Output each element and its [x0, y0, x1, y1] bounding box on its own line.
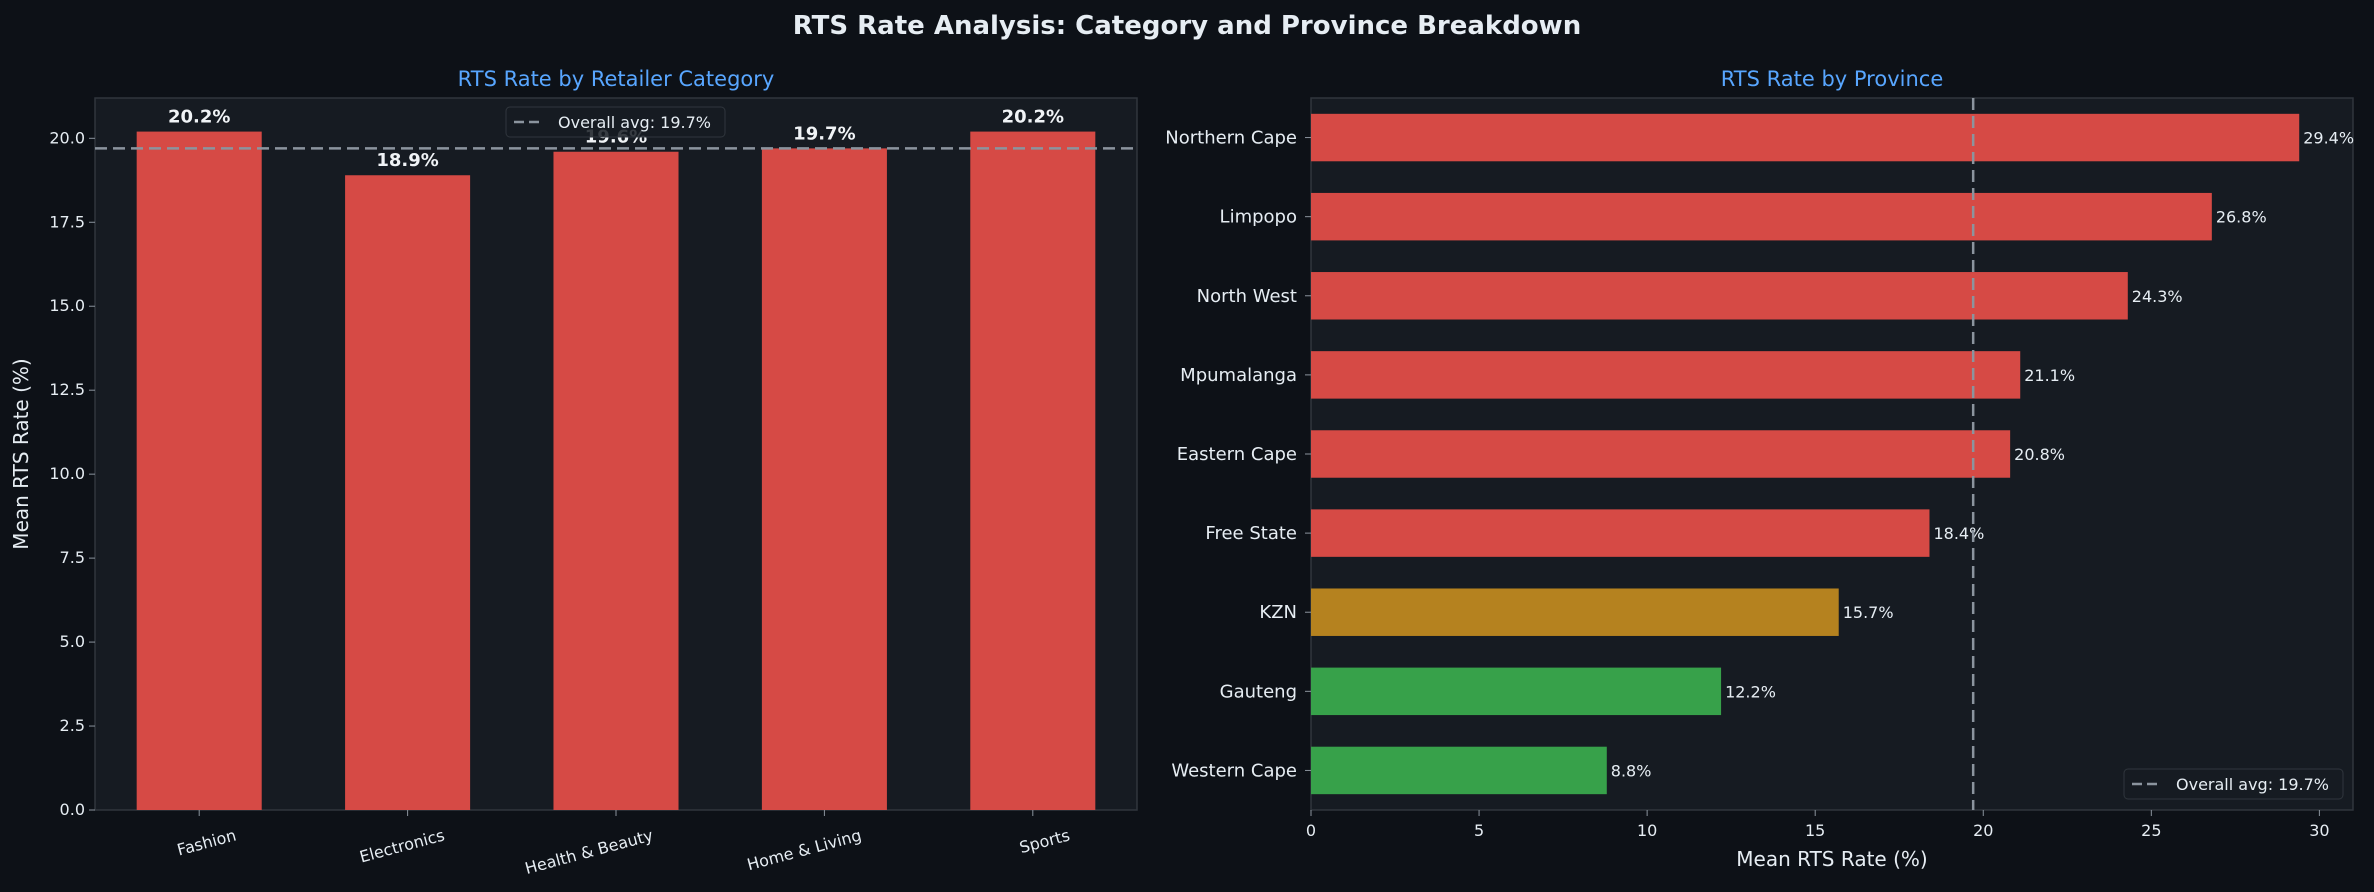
category-y-ticks: 0.0 2.5 5.0 7.5 10.0 12.5 15.0 17.5 20.0	[49, 128, 95, 819]
province-legend-label: Overall avg: 19.7%	[2176, 775, 2329, 794]
category-y-tick-label: 10.0	[49, 464, 85, 483]
province-bar-value-label: 20.8%	[2014, 445, 2065, 464]
province-bar-value-label: 15.7%	[1843, 603, 1894, 622]
province-bar-value-label: 8.8%	[1611, 761, 1652, 780]
category-y-tick-label: 20.0	[49, 128, 85, 147]
category-bar	[970, 131, 1096, 810]
category-bar-value-label: 20.2%	[1002, 107, 1064, 128]
province-x-tick-label: 25	[2141, 821, 2161, 840]
category-y-tick-label: 15.0	[49, 296, 85, 315]
category-bar-value-label: 20.2%	[168, 107, 230, 128]
category-x-tick-label: Electronics	[357, 826, 446, 867]
province-y-tick-label: Western Cape	[1171, 760, 1297, 781]
category-y-tick-label: 7.5	[60, 548, 85, 567]
province-bar-value-label: 24.3%	[2132, 287, 2183, 306]
category-y-tick-label: 17.5	[49, 212, 85, 231]
province-chart-title: RTS Rate by Province	[1721, 67, 1944, 91]
category-y-tick-label: 2.5	[60, 716, 85, 735]
province-y-tick-label: KZN	[1259, 602, 1297, 623]
province-y-tick-label: Limpopo	[1220, 207, 1297, 228]
province-y-tick-label: Northern Cape	[1165, 128, 1297, 149]
province-y-tick-label: Gauteng	[1220, 681, 1297, 702]
category-legend-label: Overall avg: 19.7%	[558, 113, 711, 132]
province-x-tick-label: 5	[1474, 821, 1484, 840]
category-bar	[136, 131, 262, 810]
province-bar	[1311, 430, 2011, 478]
category-y-axis-label: Mean RTS Rate (%)	[9, 358, 33, 549]
province-y-tick-label: Free State	[1205, 523, 1297, 544]
category-legend: Overall avg: 19.7%	[505, 106, 726, 138]
province-y-tick-label: Mpumalanga	[1180, 365, 1297, 386]
province-y-tick-label: North West	[1197, 286, 1297, 307]
category-bar	[761, 148, 887, 810]
category-y-tick-label: 0.0	[60, 800, 85, 819]
province-y-ticks: Northern Cape Limpopo North West Mpumalanga…	[1165, 128, 1311, 781]
category-bar-value-label: 18.9%	[376, 150, 438, 171]
province-x-axis-label: Mean RTS Rate (%)	[1736, 847, 1927, 871]
province-bar	[1311, 272, 2128, 320]
category-chart-title: RTS Rate by Retailer Category	[458, 67, 775, 91]
province-bar-value-label: 21.1%	[2024, 366, 2075, 385]
category-y-tick-label: 5.0	[60, 632, 85, 651]
province-bar	[1311, 667, 1722, 716]
province-bar	[1311, 746, 1607, 795]
province-bar-value-label: 18.4%	[1933, 524, 1984, 543]
province-x-tick-label: 15	[1805, 821, 1825, 840]
category-x-tick-label: Health & Beauty	[523, 826, 655, 878]
category-bar-value-label: 19.7%	[793, 123, 855, 144]
province-bars: 29.4% 26.8% 24.3% 21.1% 20.8% 18.4% 15.7% 12.2%…	[1311, 113, 2354, 795]
category-x-tick-label: Sports	[1017, 826, 1071, 858]
category-x-ticks: Fashion Electronics Health & Beauty Home & …	[175, 810, 1072, 878]
province-x-tick-label: 30	[2309, 821, 2329, 840]
province-y-tick-label: Eastern Cape	[1177, 444, 1297, 465]
province-bar	[1311, 113, 2300, 162]
figure-title: RTS Rate Analysis: Category and Province…	[793, 11, 1581, 41]
province-bar-value-label: 12.2%	[1725, 682, 1776, 701]
province-x-tick-label: 10	[1637, 821, 1657, 840]
category-chart: RTS Rate by Retailer Category Mean RTS R…	[9, 67, 1138, 878]
category-bar	[345, 175, 471, 810]
category-bars: 20.2%18.9%19.6%19.7%20.2%	[136, 107, 1096, 811]
category-bar	[553, 151, 679, 811]
province-x-tick-label: 0	[1306, 821, 1316, 840]
province-bar	[1311, 192, 2212, 241]
province-bar-value-label: 29.4%	[2303, 129, 2354, 148]
province-bar	[1311, 588, 1839, 636]
province-chart: RTS Rate by Province Mean RTS Rate (%) N…	[1165, 67, 2354, 871]
province-x-ticks: 0 5 10 15 20 25 30	[1306, 810, 2330, 840]
category-legend-box	[505, 106, 726, 138]
category-x-tick-label: Home & Living	[745, 826, 863, 875]
province-legend-box	[2123, 768, 2344, 800]
province-bar-value-label: 26.8%	[2216, 208, 2267, 227]
province-bar	[1311, 351, 2021, 399]
province-legend: Overall avg: 19.7%	[2123, 768, 2344, 800]
category-x-tick-label: Fashion	[175, 826, 238, 860]
province-bar	[1311, 509, 1930, 557]
category-y-tick-label: 12.5	[49, 380, 85, 399]
province-x-tick-label: 20	[1973, 821, 1993, 840]
